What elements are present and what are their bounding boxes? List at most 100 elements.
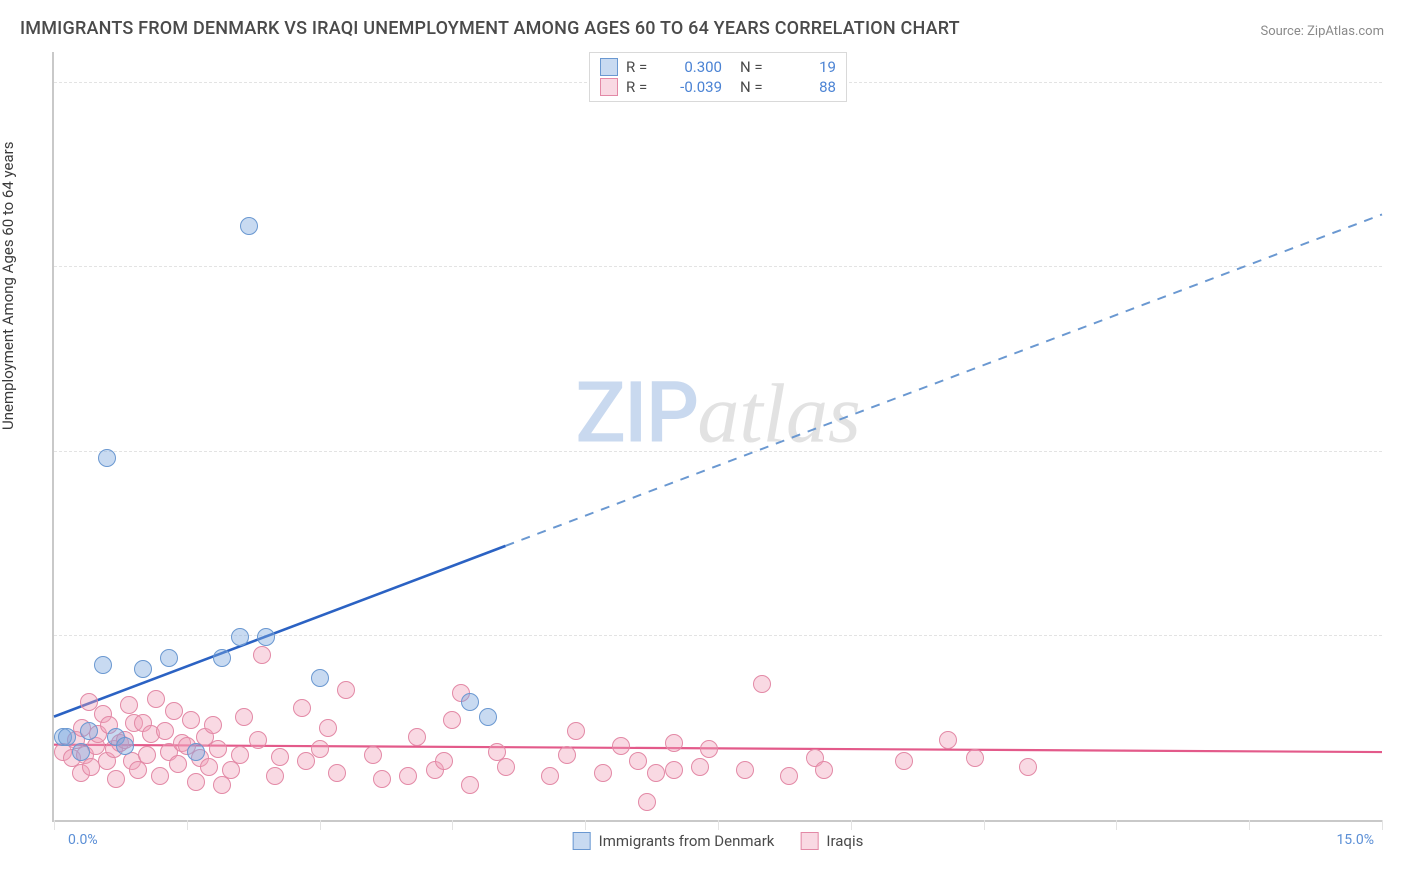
trend-lines-layer: [54, 52, 1382, 820]
scatter-point-iraqis: [497, 758, 515, 776]
scatter-point-denmark: [134, 660, 152, 678]
scatter-point-iraqis: [311, 740, 329, 758]
scatter-point-iraqis: [187, 773, 205, 791]
scatter-point-iraqis: [461, 776, 479, 794]
scatter-point-denmark: [311, 669, 329, 687]
scatter-point-denmark: [160, 649, 178, 667]
legend-row-iraqis: R = -0.039 N = 88: [600, 77, 836, 97]
scatter-point-iraqis: [443, 711, 461, 729]
scatter-point-iraqis: [200, 758, 218, 776]
scatter-point-iraqis: [235, 708, 253, 726]
trend-line: [54, 546, 506, 717]
scatter-point-iraqis: [249, 731, 267, 749]
correlation-legend: R = 0.300 N = 19 R = -0.039 N = 88: [589, 52, 847, 102]
scatter-point-iraqis: [691, 758, 709, 776]
scatter-point-iraqis: [120, 696, 138, 714]
scatter-point-iraqis: [638, 793, 656, 811]
x-tick: [1249, 820, 1250, 830]
scatter-point-iraqis: [293, 699, 311, 717]
scatter-point-denmark: [461, 693, 479, 711]
scatter-point-denmark: [240, 217, 258, 235]
scatter-point-denmark: [72, 743, 90, 761]
x-axis-max-label: 15.0%: [1336, 832, 1374, 848]
scatter-point-iraqis: [780, 767, 798, 785]
scatter-point-iraqis: [541, 767, 559, 785]
source-label: Source:: [1260, 24, 1307, 39]
x-tick: [452, 820, 453, 830]
legend-r-label: R =: [626, 78, 662, 96]
legend-r-label: R =: [626, 58, 662, 76]
scatter-point-iraqis: [147, 690, 165, 708]
legend-n-denmark: 19: [784, 58, 836, 76]
legend-r-denmark: 0.300: [670, 58, 722, 76]
x-tick: [54, 820, 55, 830]
legend-label-iraqis: Iraqis: [826, 832, 863, 850]
x-tick: [718, 820, 719, 830]
x-tick: [585, 820, 586, 830]
scatter-point-iraqis: [182, 711, 200, 729]
scatter-point-iraqis: [156, 722, 174, 740]
scatter-point-iraqis: [700, 740, 718, 758]
legend-row-denmark: R = 0.300 N = 19: [600, 57, 836, 77]
legend-swatch-denmark: [573, 832, 591, 850]
scatter-point-denmark: [98, 449, 116, 467]
chart-title: IMMIGRANTS FROM DENMARK VS IRAQI UNEMPLO…: [20, 18, 960, 39]
legend-item-iraqis: Iraqis: [800, 832, 863, 850]
x-tick: [984, 820, 985, 830]
scatter-point-iraqis: [815, 761, 833, 779]
scatter-point-denmark: [187, 743, 205, 761]
scatter-point-iraqis: [1019, 758, 1037, 776]
scatter-point-denmark: [479, 708, 497, 726]
scatter-point-denmark: [231, 628, 249, 646]
scatter-point-iraqis: [966, 749, 984, 767]
scatter-point-denmark: [94, 656, 112, 674]
scatter-point-iraqis: [612, 737, 630, 755]
legend-swatch-denmark: [600, 58, 618, 76]
legend-n-iraqis: 88: [784, 78, 836, 96]
series-legend: Immigrants from Denmark Iraqis: [573, 832, 864, 850]
legend-n-label: N =: [740, 78, 776, 96]
scatter-point-iraqis: [665, 734, 683, 752]
scatter-point-iraqis: [373, 770, 391, 788]
scatter-point-iraqis: [165, 702, 183, 720]
trend-line: [506, 214, 1382, 545]
scatter-point-denmark: [213, 649, 231, 667]
scatter-point-iraqis: [594, 764, 612, 782]
scatter-point-iraqis: [319, 719, 337, 737]
legend-n-label: N =: [740, 58, 776, 76]
legend-r-iraqis: -0.039: [670, 78, 722, 96]
scatter-point-iraqis: [435, 752, 453, 770]
x-axis-min-label: 0.0%: [68, 832, 98, 848]
scatter-point-iraqis: [629, 752, 647, 770]
x-tick: [1116, 820, 1117, 830]
scatter-point-iraqis: [231, 746, 249, 764]
scatter-point-iraqis: [753, 675, 771, 693]
scatter-point-iraqis: [399, 767, 417, 785]
scatter-point-iraqis: [169, 755, 187, 773]
scatter-point-iraqis: [567, 722, 585, 740]
chart-plot-area: ZIPatlas R = 0.300 N = 19 R = -0.039 N =…: [52, 52, 1382, 822]
legend-label-denmark: Immigrants from Denmark: [599, 832, 775, 850]
scatter-point-iraqis: [736, 761, 754, 779]
scatter-point-iraqis: [253, 646, 271, 664]
scatter-point-iraqis: [665, 761, 683, 779]
scatter-point-iraqis: [138, 746, 156, 764]
legend-item-denmark: Immigrants from Denmark: [573, 832, 775, 850]
scatter-point-iraqis: [151, 767, 169, 785]
scatter-point-iraqis: [337, 681, 355, 699]
source-attribution: Source: ZipAtlas.com: [1260, 24, 1384, 39]
source-value: ZipAtlas.com: [1307, 24, 1384, 39]
scatter-point-iraqis: [558, 746, 576, 764]
scatter-point-iraqis: [364, 746, 382, 764]
scatter-point-denmark: [257, 628, 275, 646]
scatter-point-iraqis: [647, 764, 665, 782]
legend-swatch-iraqis: [800, 832, 818, 850]
scatter-point-iraqis: [107, 770, 125, 788]
y-axis-label: Unemployment Among Ages 60 to 64 years: [0, 142, 17, 430]
x-tick: [320, 820, 321, 830]
scatter-point-iraqis: [939, 731, 957, 749]
scatter-point-iraqis: [271, 748, 289, 766]
scatter-point-denmark: [116, 737, 134, 755]
scatter-point-denmark: [80, 722, 98, 740]
scatter-point-iraqis: [328, 764, 346, 782]
